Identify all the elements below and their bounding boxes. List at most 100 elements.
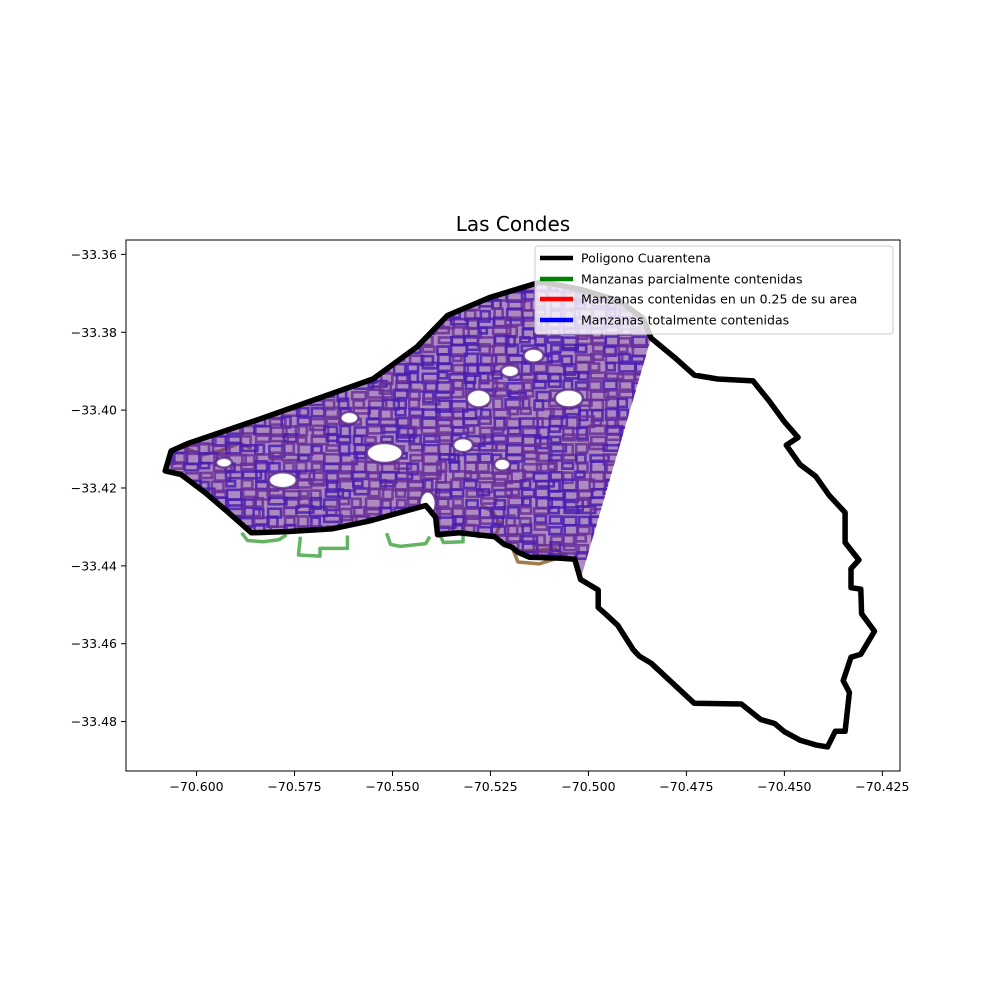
city-block [519,335,531,344]
city-block [350,390,368,401]
city-block [281,425,300,439]
city-block [394,487,407,499]
city-block [605,416,617,429]
city-block [421,462,443,476]
city-block [199,471,214,480]
city-block [406,362,420,373]
city-block [451,353,463,363]
city-block [520,372,539,382]
city-block [547,461,558,471]
city-block [547,379,562,389]
city-block [493,498,507,511]
quarantine-polygon [162,278,878,750]
city-block [422,390,435,404]
city-block [604,407,619,421]
city-block [533,523,549,531]
city-block [491,515,504,526]
open-area [451,436,475,454]
city-block [338,461,356,473]
city-block [297,489,310,498]
city-block [504,316,523,327]
city-block [549,407,565,420]
city-block [504,334,516,348]
city-block [519,479,532,490]
city-block [420,426,438,436]
city-block [535,462,557,473]
city-block [518,516,532,528]
y-tick-label: −33.44 [71,558,117,573]
city-block [338,442,351,457]
city-block [602,345,617,357]
city-block [574,533,587,543]
city-block [548,525,563,536]
legend: Poligono Cuarentena Manzanas parcialment… [534,245,894,335]
city-block [588,380,603,392]
city-block [269,433,289,443]
city-block [562,542,578,552]
open-area [499,363,521,379]
city-block [562,362,577,377]
partial-block [437,533,465,545]
city-block [493,334,510,346]
city-block [282,433,298,444]
city-block [198,461,211,470]
city-block [548,505,561,515]
x-tick-label: −70.550 [365,779,419,794]
city-block [490,434,509,444]
city-block [521,426,541,438]
city-block [406,496,420,507]
city-block [519,506,533,515]
city-block [294,424,309,437]
city-block [476,488,491,497]
city-block [366,424,386,435]
city-block [493,417,506,431]
city-block [506,406,519,416]
city-block [183,462,200,472]
city-block [394,471,414,481]
city-block [549,343,562,354]
legend-label-poligono: Poligono Cuarentena [581,251,711,266]
city-block [280,442,296,455]
city-block [406,425,418,439]
city-block [479,309,491,323]
axes-frame [125,239,901,772]
city-block [451,497,464,507]
city-block [451,426,470,435]
city-block [561,471,574,485]
city-block [381,389,394,399]
city-block [379,479,397,488]
city-block [491,426,505,435]
city-block [310,461,323,472]
city-block [295,406,310,418]
x-tick-label: −70.475 [659,779,713,794]
city-block [394,407,407,417]
partial-block [240,531,288,544]
city-block [630,354,646,364]
partial-block [384,532,432,549]
city-block [322,514,344,524]
city-block [464,380,476,391]
city-block [240,443,259,453]
city-block [241,505,261,518]
city-block [588,362,601,372]
city-block [477,415,492,425]
city-block [548,515,563,525]
city-block [506,426,522,436]
legend-label-total: Manzanas totalmente contenidas [581,313,789,328]
city-block [493,488,513,499]
city-block [547,453,564,462]
open-area [553,388,585,409]
city-block [574,470,586,479]
city-block [506,524,519,538]
city-block [477,326,489,335]
city-block [395,426,416,439]
x-tick-label: −70.525 [463,779,517,794]
city-block [491,381,506,390]
city-block [576,433,590,442]
open-area [214,456,234,469]
city-block [478,480,494,494]
city-block [478,343,491,355]
city-block [378,381,392,395]
city-block [574,442,589,454]
city-block [323,406,340,419]
